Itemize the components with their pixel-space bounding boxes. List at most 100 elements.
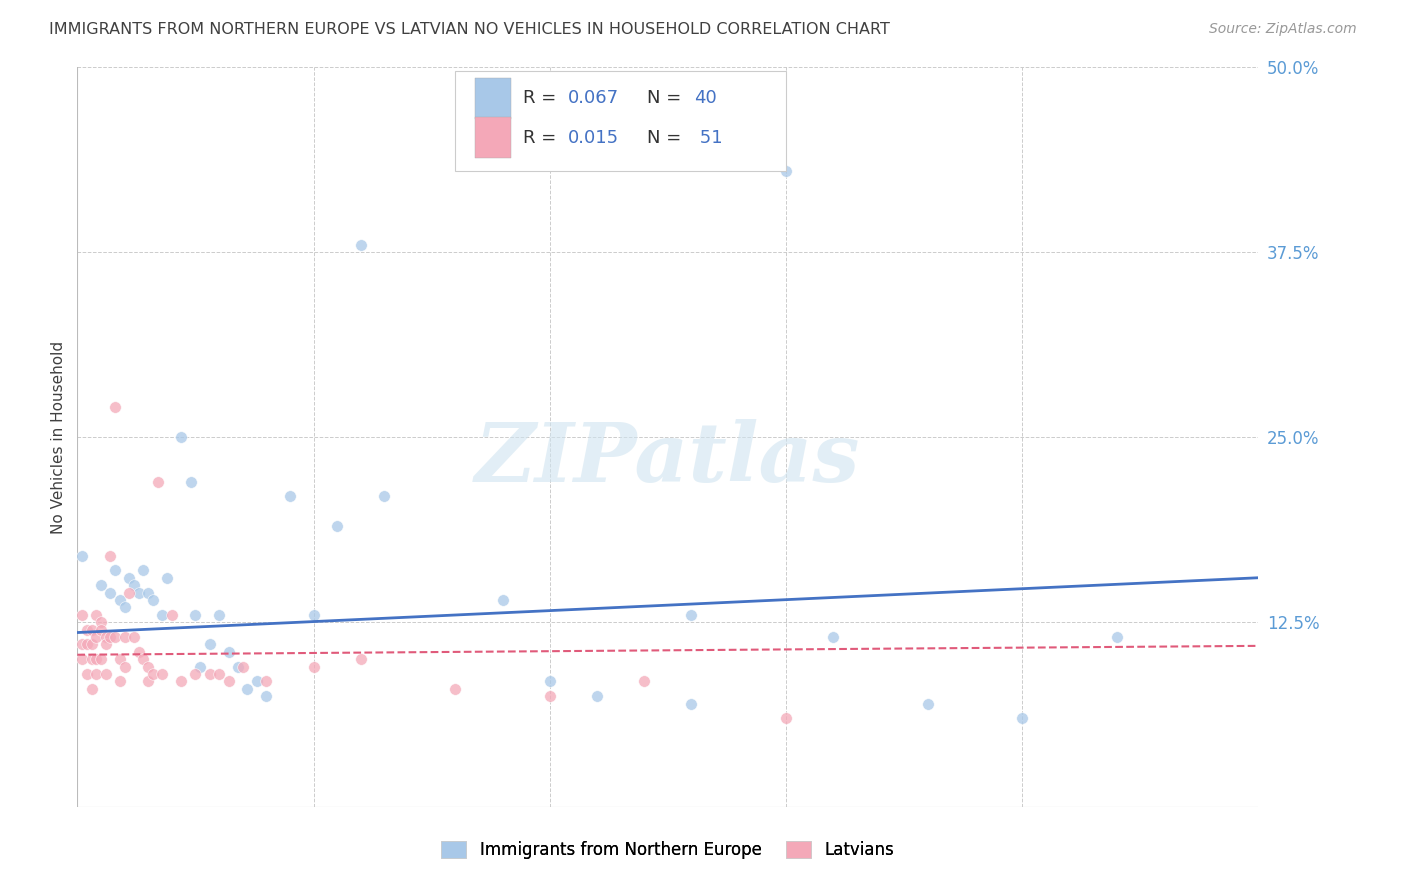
Point <box>114 659 136 673</box>
Text: 0.015: 0.015 <box>568 128 619 146</box>
Point <box>156 571 179 585</box>
Point <box>538 689 561 703</box>
Point <box>775 163 797 178</box>
Point <box>350 237 373 252</box>
Point <box>76 623 98 637</box>
Point <box>114 630 136 644</box>
Point <box>100 630 122 644</box>
Point <box>538 674 561 689</box>
Point <box>302 607 325 622</box>
FancyBboxPatch shape <box>475 78 510 119</box>
Point <box>586 689 609 703</box>
Point <box>84 630 107 644</box>
Point <box>254 674 277 689</box>
Point <box>775 711 797 725</box>
Y-axis label: No Vehicles in Household: No Vehicles in Household <box>51 341 66 533</box>
Point <box>76 637 98 651</box>
Point <box>184 607 207 622</box>
Point <box>444 681 467 696</box>
Point <box>104 563 127 577</box>
Point <box>681 607 703 622</box>
Text: R =: R = <box>523 128 561 146</box>
Point <box>278 489 301 503</box>
Point <box>136 659 159 673</box>
Point <box>132 563 155 577</box>
Legend: Immigrants from Northern Europe, Latvians: Immigrants from Northern Europe, Latvian… <box>434 834 901 865</box>
Point <box>70 637 93 651</box>
Point <box>180 475 202 489</box>
Point <box>218 674 240 689</box>
Point <box>350 652 373 666</box>
Point <box>80 652 103 666</box>
Point <box>254 689 277 703</box>
Point <box>326 519 349 533</box>
Point <box>146 475 169 489</box>
FancyBboxPatch shape <box>456 70 786 170</box>
Point <box>184 667 207 681</box>
Point <box>84 667 107 681</box>
Text: R =: R = <box>523 89 561 107</box>
Point <box>823 630 845 644</box>
Point <box>150 607 173 622</box>
Point <box>70 549 93 563</box>
Point <box>94 630 117 644</box>
Point <box>128 645 150 659</box>
Point <box>94 637 117 651</box>
Point <box>136 585 159 599</box>
Point <box>104 401 127 415</box>
Point <box>142 667 165 681</box>
Point <box>491 593 513 607</box>
Point <box>302 659 325 673</box>
Point <box>80 623 103 637</box>
Point <box>681 697 703 711</box>
Text: 51: 51 <box>693 128 723 146</box>
Point <box>226 659 249 673</box>
Point <box>90 652 112 666</box>
Point <box>100 549 122 563</box>
Point <box>114 600 136 615</box>
Point <box>70 652 93 666</box>
Point <box>170 430 193 444</box>
Point <box>122 630 145 644</box>
Point <box>108 652 131 666</box>
Point <box>128 585 150 599</box>
Point <box>108 593 131 607</box>
Point <box>150 667 173 681</box>
Point <box>170 674 193 689</box>
Point <box>1011 711 1033 725</box>
Point <box>80 681 103 696</box>
Point <box>132 652 155 666</box>
Point <box>142 593 165 607</box>
Point <box>208 667 231 681</box>
Text: ZIPatlas: ZIPatlas <box>475 419 860 500</box>
Point <box>246 674 269 689</box>
Text: Source: ZipAtlas.com: Source: ZipAtlas.com <box>1209 22 1357 37</box>
Point <box>633 674 655 689</box>
Point <box>1105 630 1128 644</box>
Point <box>136 674 159 689</box>
Point <box>90 615 112 630</box>
Point <box>90 623 112 637</box>
Text: N =: N = <box>647 128 686 146</box>
Point <box>84 652 107 666</box>
Point <box>198 637 221 651</box>
Point <box>118 571 141 585</box>
FancyBboxPatch shape <box>475 117 510 158</box>
Point <box>118 585 141 599</box>
Point <box>76 667 98 681</box>
Text: IMMIGRANTS FROM NORTHERN EUROPE VS LATVIAN NO VEHICLES IN HOUSEHOLD CORRELATION : IMMIGRANTS FROM NORTHERN EUROPE VS LATVI… <box>49 22 890 37</box>
Point <box>218 645 240 659</box>
Point <box>100 585 122 599</box>
Point <box>188 659 211 673</box>
Point <box>917 697 939 711</box>
Point <box>122 578 145 592</box>
Point <box>80 637 103 651</box>
Text: 0.067: 0.067 <box>568 89 619 107</box>
Text: N =: N = <box>647 89 686 107</box>
Point <box>108 674 131 689</box>
Text: 40: 40 <box>693 89 717 107</box>
Point <box>198 667 221 681</box>
Point <box>104 630 127 644</box>
Point <box>84 607 107 622</box>
Point <box>94 667 117 681</box>
